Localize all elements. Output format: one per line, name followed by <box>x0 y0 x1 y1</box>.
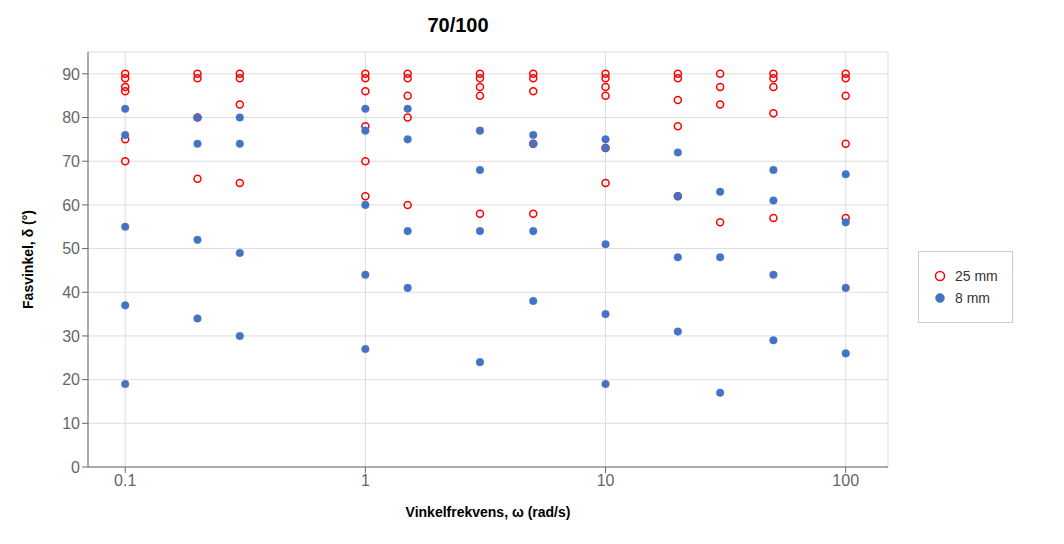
html-text:8 mm: 8 mm <box>955 290 990 306</box>
svg-text:50: 50 <box>62 240 80 257</box>
svg-text:80: 80 <box>62 109 80 126</box>
svg-text:40: 40 <box>62 284 80 301</box>
svg-text:100: 100 <box>832 472 859 489</box>
svg-text:0: 0 <box>71 459 80 476</box>
svg-text:60: 60 <box>62 197 80 214</box>
svg-text:20: 20 <box>62 371 80 388</box>
svg-text:30: 30 <box>62 328 80 345</box>
svg-text:Vinkelfrekvens, ω (rad/s): Vinkelfrekvens, ω (rad/s) <box>406 504 571 520</box>
svg-text:0.1: 0.1 <box>114 472 136 489</box>
svg-text:90: 90 <box>62 66 80 83</box>
svg-text:10: 10 <box>597 472 615 489</box>
svg-text:Fasvinkel, δ (°): Fasvinkel, δ (°) <box>20 210 36 309</box>
html-text:70/100: 70/100 <box>427 14 489 36</box>
html-text:25 mm: 25 mm <box>955 268 998 284</box>
svg-text:70: 70 <box>62 153 80 170</box>
svg-text:1: 1 <box>361 472 370 489</box>
svg-text:10: 10 <box>62 415 80 432</box>
